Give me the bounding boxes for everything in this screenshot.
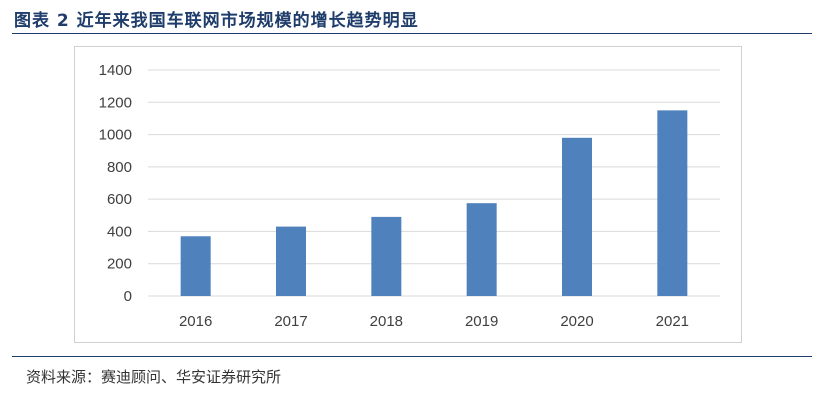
y-tick-label: 200	[107, 256, 132, 273]
bottom-rule	[12, 356, 812, 357]
bar-2016	[180, 236, 211, 296]
bar-2018	[371, 216, 402, 296]
bars	[180, 110, 688, 296]
y-tick-label: 1200	[99, 94, 132, 111]
bar-2020	[562, 137, 592, 296]
chart-frame	[74, 46, 742, 343]
x-tick-label: 2019	[465, 313, 498, 330]
x-tick-label: 2017	[274, 313, 307, 330]
bar-2021	[657, 110, 688, 296]
y-tick-label: 0	[124, 288, 132, 305]
gridlines	[148, 69, 720, 297]
top-rule	[12, 33, 812, 34]
x-tick-label: 2021	[656, 313, 689, 330]
y-tick-label: 800	[107, 159, 132, 176]
bar-2017	[276, 226, 306, 296]
bar-2019	[466, 203, 497, 296]
x-tick-label: 2018	[370, 313, 403, 330]
y-tick-label: 600	[107, 191, 132, 208]
x-tick-label: 2020	[560, 313, 593, 330]
y-tick-label: 1000	[99, 127, 132, 144]
y-tick-label: 400	[107, 223, 132, 240]
x-tick-label: 2016	[179, 313, 212, 330]
y-tick-label: 1400	[99, 62, 132, 79]
y-axis-ticks: 0 200 400 600 800 1000 1200 1400	[99, 62, 132, 305]
x-axis-ticks: 2016 2017 2018 2019 2020 2021	[179, 313, 689, 330]
source-note: 资料来源：赛迪顾问、华安证券研究所	[26, 368, 282, 386]
figure-title: 图表 2 近年来我国车联网市场规模的增长趋势明显	[14, 11, 419, 31]
